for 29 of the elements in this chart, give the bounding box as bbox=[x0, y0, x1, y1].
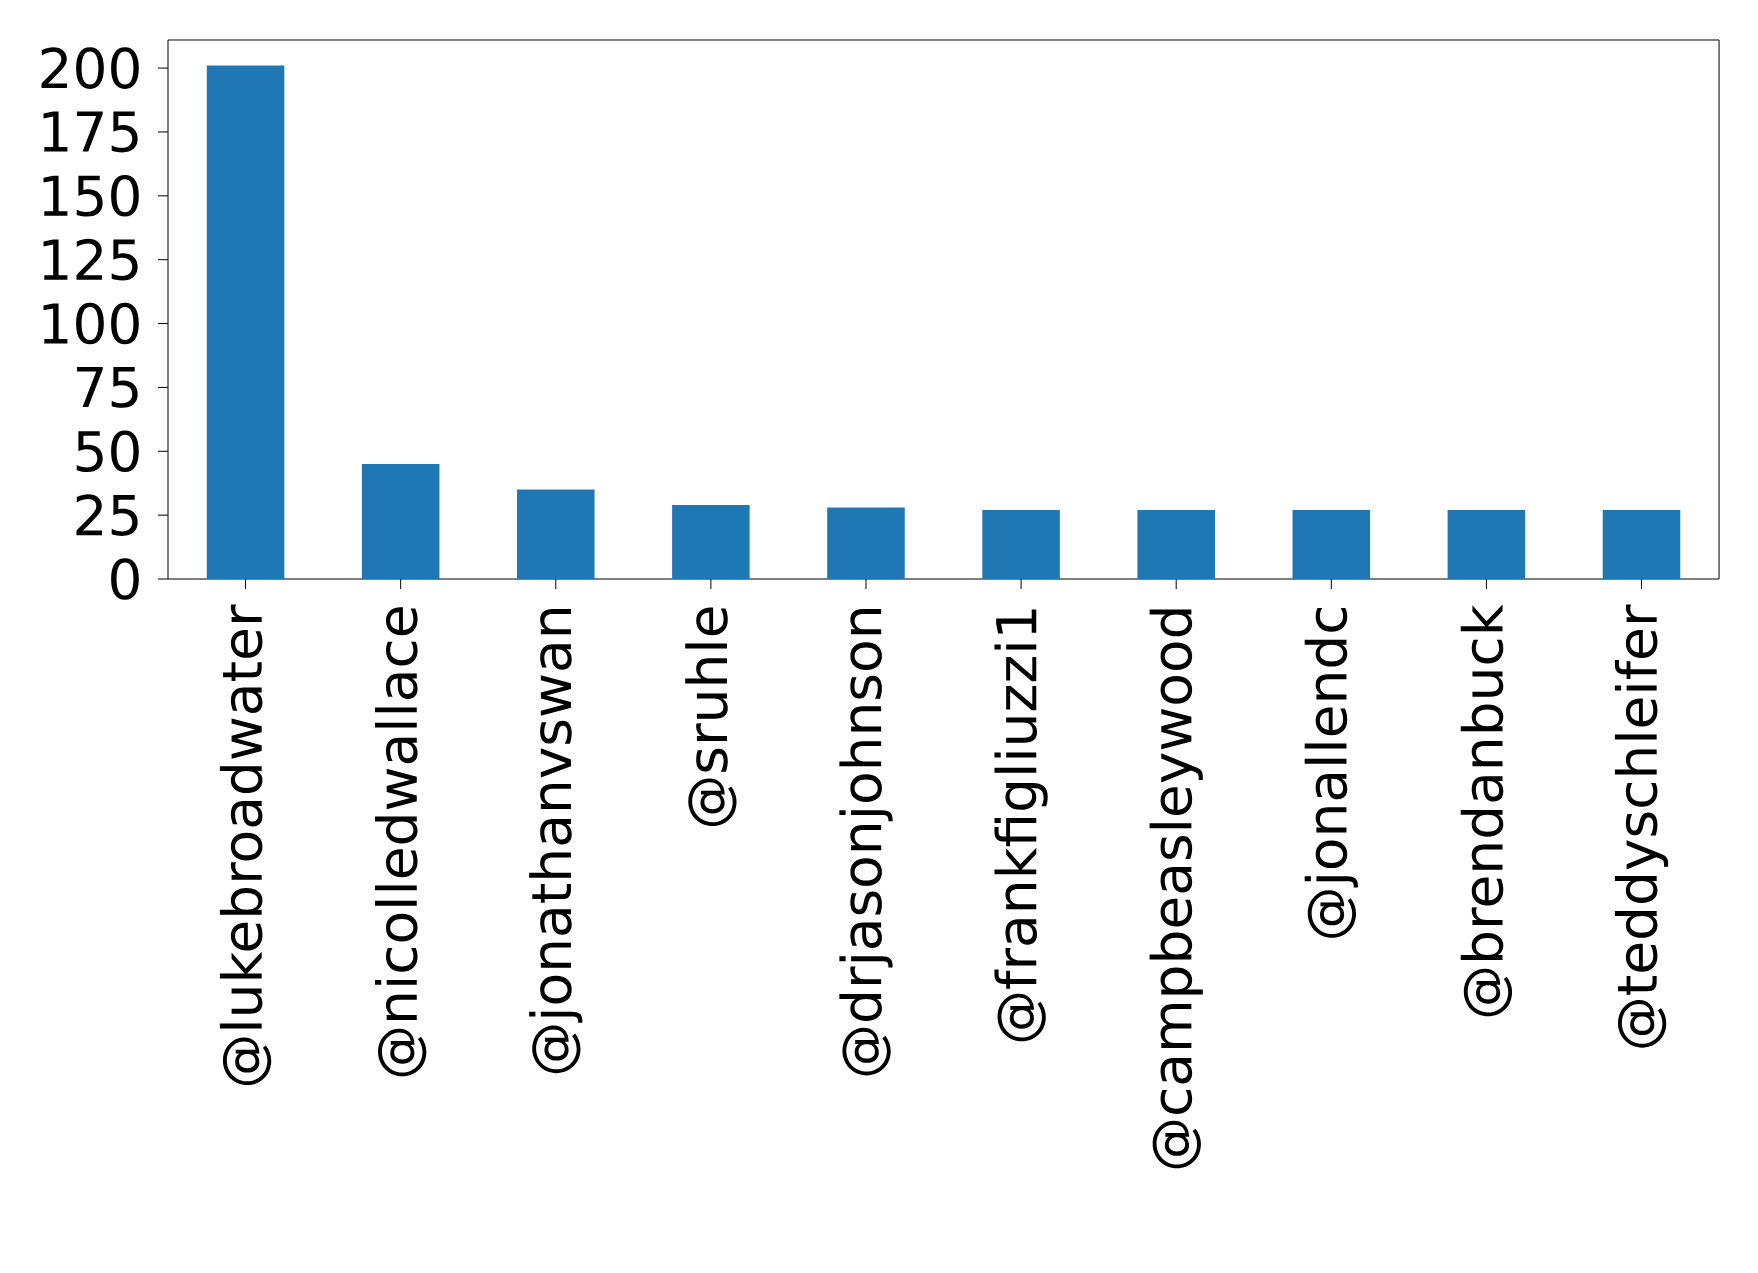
bar bbox=[1292, 510, 1371, 579]
y-tick-label: 75 bbox=[77, 366, 138, 408]
bar bbox=[516, 489, 595, 579]
bar bbox=[1447, 510, 1526, 579]
bar bbox=[982, 510, 1060, 579]
bar bbox=[672, 504, 750, 579]
y-tick-label: 200 bbox=[41, 47, 139, 89]
bar bbox=[206, 65, 285, 579]
x-tick-label: @lukebroadwater bbox=[219, 604, 272, 1086]
y-tick-label: 0 bbox=[111, 558, 139, 600]
x-tick-label: @nicolledwallace bbox=[374, 607, 427, 1077]
x-tick-label: @brendanbuck bbox=[1460, 604, 1513, 1017]
y-tick-label: 150 bbox=[43, 175, 139, 217]
y-tick-label: 50 bbox=[76, 430, 139, 473]
y-tick-label: 100 bbox=[43, 302, 139, 345]
x-tick-label: @campbeasleywood bbox=[1149, 609, 1203, 1169]
x-tick-label: @jonallendc bbox=[1304, 607, 1358, 938]
x-tick-label: @drjasonjohnson bbox=[839, 609, 893, 1076]
bar bbox=[1602, 510, 1681, 579]
y-tick-label: 125 bbox=[43, 238, 138, 281]
x-tick-label: @teddyschleifer bbox=[1614, 604, 1669, 1048]
x-tick-label: @sruhle bbox=[685, 607, 737, 827]
bar bbox=[361, 464, 440, 579]
bar bbox=[827, 507, 905, 579]
y-tick-label: 25 bbox=[76, 494, 138, 536]
y-tick-label: 175 bbox=[43, 111, 138, 153]
x-tick-label: @jonathanvswan bbox=[529, 609, 583, 1074]
bar bbox=[1137, 510, 1215, 579]
x-tick-label: @frankfigliuzzi1 bbox=[994, 609, 1048, 1042]
